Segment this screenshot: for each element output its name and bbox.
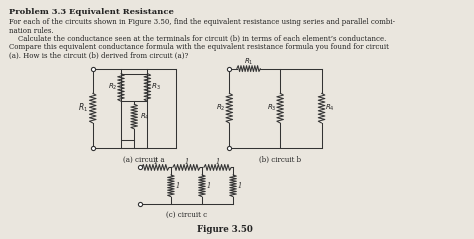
Text: $R_2$: $R_2$	[216, 103, 226, 113]
Text: $R_2$: $R_2$	[108, 82, 117, 92]
Text: (b) circuit b: (b) circuit b	[259, 156, 301, 163]
Text: 1: 1	[175, 182, 180, 190]
Text: nation rules.: nation rules.	[9, 27, 54, 35]
Text: $R_4$: $R_4$	[140, 111, 149, 122]
Text: Figure 3.50: Figure 3.50	[197, 225, 253, 234]
Text: Compare this equivalent conductance formula with the equivalent resistance formu: Compare this equivalent conductance form…	[9, 43, 389, 51]
Text: (a) circuit a: (a) circuit a	[123, 156, 164, 163]
Text: $R_4$: $R_4$	[325, 103, 335, 113]
Text: 1: 1	[237, 182, 242, 190]
Text: $R_3$: $R_3$	[267, 103, 276, 113]
Text: $R_3$: $R_3$	[151, 82, 161, 92]
Text: Problem 3.3 Equivalent Resistance: Problem 3.3 Equivalent Resistance	[9, 8, 174, 16]
Text: 1: 1	[184, 158, 189, 165]
Text: 1: 1	[207, 182, 210, 190]
Text: 1: 1	[215, 158, 219, 165]
Text: 1: 1	[153, 158, 157, 165]
Text: Calculate the conductance seen at the terminals for circuit (b) in terms of each: Calculate the conductance seen at the te…	[9, 35, 386, 43]
Text: $R_1$: $R_1$	[78, 102, 89, 114]
Text: For each of the circuits shown in Figure 3.50, find the equivalent resistance us: For each of the circuits shown in Figure…	[9, 18, 395, 26]
Text: (c) circuit c: (c) circuit c	[166, 211, 207, 219]
Text: (a). How is the circuit (b) derived from circuit (a)?: (a). How is the circuit (b) derived from…	[9, 52, 188, 60]
Text: $R_1$: $R_1$	[244, 57, 253, 67]
